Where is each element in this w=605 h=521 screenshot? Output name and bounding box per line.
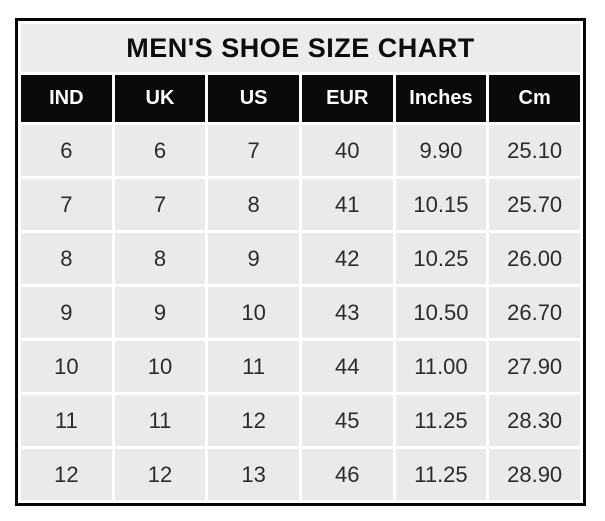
table-row: 8 8 9 42 10.25 26.00 xyxy=(21,233,580,284)
table-cell: 25.10 xyxy=(489,125,580,176)
table-cell: 11.00 xyxy=(395,341,487,392)
table-cell: 10 xyxy=(21,341,112,392)
table-cell: 12 xyxy=(21,449,112,500)
table-cell: 41 xyxy=(301,179,393,230)
table-cell: 28.30 xyxy=(489,395,580,446)
table-cell: 10.15 xyxy=(395,179,487,230)
column-header-ind: IND xyxy=(21,75,112,122)
table-cell: 8 xyxy=(208,179,299,230)
column-header-uk: UK xyxy=(114,75,206,122)
title-row: MEN'S SHOE SIZE CHART xyxy=(21,24,580,72)
shoe-size-table: MEN'S SHOE SIZE CHART IND UK US EUR Inch… xyxy=(15,18,586,506)
table-cell: 7 xyxy=(208,125,299,176)
header-row: IND UK US EUR Inches Cm xyxy=(21,75,580,122)
table-cell: 10.50 xyxy=(395,287,487,338)
table-row: 10 10 11 44 11.00 27.90 xyxy=(21,341,580,392)
table-cell: 11 xyxy=(114,395,206,446)
table-row: 7 7 8 41 10.15 25.70 xyxy=(21,179,580,230)
table-cell: 28.90 xyxy=(489,449,580,500)
table-row: 6 6 7 40 9.90 25.10 xyxy=(21,125,580,176)
table-cell: 25.70 xyxy=(489,179,580,230)
table-cell: 11.25 xyxy=(395,449,487,500)
table-cell: 11 xyxy=(208,341,299,392)
page-title: MEN'S SHOE SIZE CHART xyxy=(21,24,580,72)
table-cell: 26.70 xyxy=(489,287,580,338)
table-cell: 10 xyxy=(208,287,299,338)
table-cell: 11.25 xyxy=(395,395,487,446)
column-header-eur: EUR xyxy=(301,75,393,122)
table-cell: 12 xyxy=(208,395,299,446)
table-cell: 10.25 xyxy=(395,233,487,284)
column-header-us: US xyxy=(208,75,299,122)
table-cell: 7 xyxy=(114,179,206,230)
column-header-inches: Inches xyxy=(395,75,487,122)
table-row: 12 12 13 46 11.25 28.90 xyxy=(21,449,580,500)
column-header-cm: Cm xyxy=(489,75,580,122)
table-cell: 8 xyxy=(21,233,112,284)
table-cell: 9.90 xyxy=(395,125,487,176)
table-cell: 12 xyxy=(114,449,206,500)
table-cell: 6 xyxy=(114,125,206,176)
table-cell: 9 xyxy=(114,287,206,338)
table-cell: 9 xyxy=(21,287,112,338)
table-cell: 10 xyxy=(114,341,206,392)
table-cell: 40 xyxy=(301,125,393,176)
table-cell: 42 xyxy=(301,233,393,284)
table-cell: 6 xyxy=(21,125,112,176)
table-cell: 27.90 xyxy=(489,341,580,392)
table-row: 11 11 12 45 11.25 28.30 xyxy=(21,395,580,446)
table-cell: 45 xyxy=(301,395,393,446)
table-cell: 9 xyxy=(208,233,299,284)
table-cell: 44 xyxy=(301,341,393,392)
table-cell: 43 xyxy=(301,287,393,338)
table-cell: 26.00 xyxy=(489,233,580,284)
table-cell: 46 xyxy=(301,449,393,500)
table-cell: 7 xyxy=(21,179,112,230)
table-cell: 8 xyxy=(114,233,206,284)
table-cell: 13 xyxy=(208,449,299,500)
table-row: 9 9 10 43 10.50 26.70 xyxy=(21,287,580,338)
table-cell: 11 xyxy=(21,395,112,446)
